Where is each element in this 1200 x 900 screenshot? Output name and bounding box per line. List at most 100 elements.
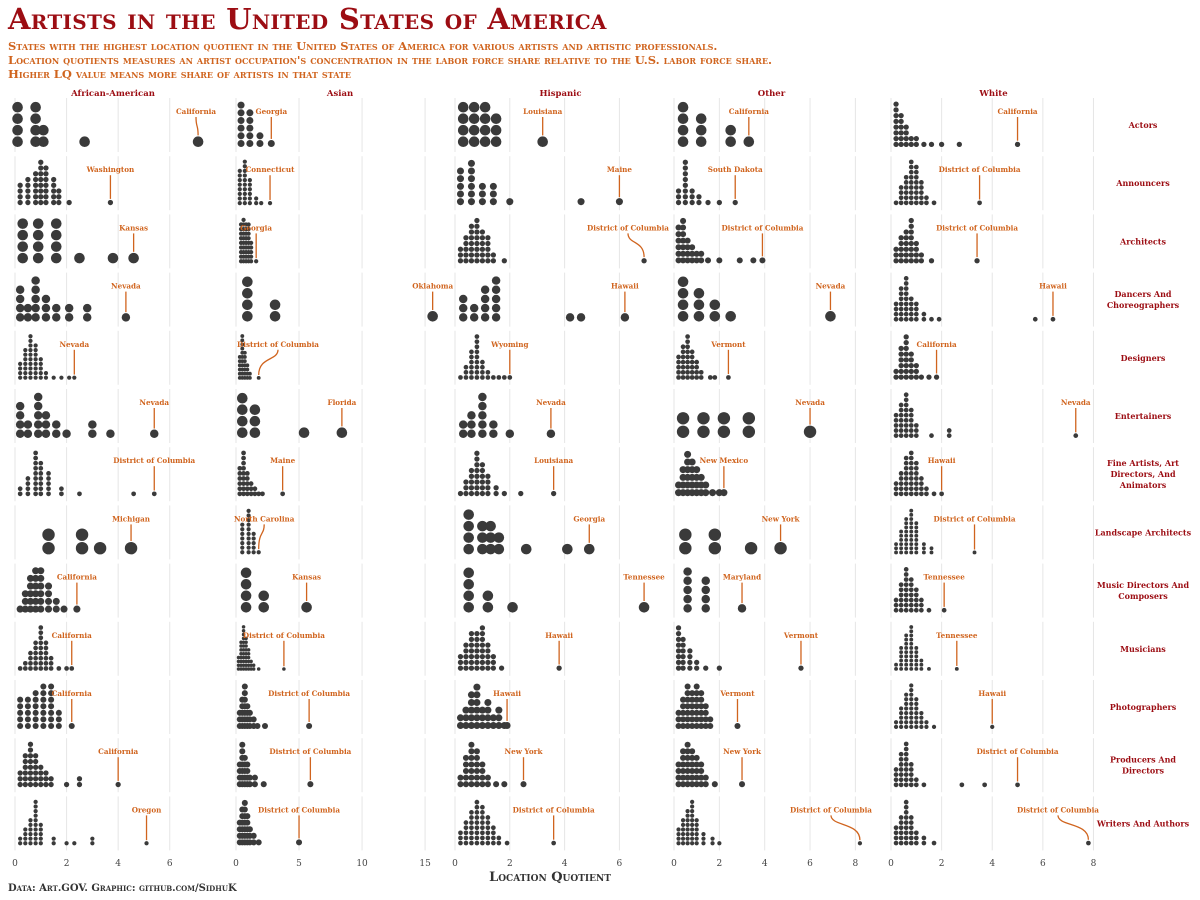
data-dot xyxy=(12,124,23,136)
data-dot xyxy=(468,654,475,660)
data-dot xyxy=(913,587,919,593)
top-state-label: Nevada xyxy=(59,340,89,349)
data-dot xyxy=(463,485,469,491)
data-dot xyxy=(898,830,904,836)
data-dot xyxy=(12,113,23,124)
data-dot xyxy=(899,715,904,720)
data-dot xyxy=(677,101,689,113)
data-dot xyxy=(908,782,914,788)
data-dot xyxy=(908,185,914,190)
data-dot xyxy=(40,709,47,716)
data-dot xyxy=(33,343,38,348)
data-dot xyxy=(244,491,250,497)
top-state-dot xyxy=(107,199,114,206)
data-dot xyxy=(893,112,899,119)
data-dot xyxy=(28,361,33,366)
data-dot xyxy=(249,240,254,245)
data-dot xyxy=(48,683,55,690)
data-dot xyxy=(682,165,688,171)
data-dot xyxy=(677,299,689,311)
data-dot xyxy=(474,840,480,846)
data-dot xyxy=(242,288,253,299)
data-dot xyxy=(909,683,914,688)
top-state-dot xyxy=(256,550,261,555)
data-dot xyxy=(66,199,72,206)
data-dot xyxy=(474,804,480,810)
data-dot xyxy=(491,835,496,841)
data-dot xyxy=(898,306,904,312)
data-dot xyxy=(256,491,262,497)
top-state-dot xyxy=(974,258,980,264)
data-dot xyxy=(56,194,62,200)
data-dot xyxy=(237,109,245,117)
data-dot xyxy=(495,714,503,722)
data-dot xyxy=(467,714,475,722)
data-dot xyxy=(931,200,937,206)
data-dot xyxy=(903,587,909,593)
data-dot xyxy=(675,642,682,648)
data-dot xyxy=(903,185,909,190)
data-dot xyxy=(680,648,686,654)
data-dot xyxy=(479,642,486,648)
top-state-label: Georgia xyxy=(255,107,287,116)
data-dot xyxy=(239,644,243,648)
data-dot xyxy=(693,761,700,768)
data-dot xyxy=(33,370,38,376)
data-dot xyxy=(237,132,245,140)
data-dot xyxy=(33,818,38,823)
data-dot xyxy=(919,658,924,663)
data-dot xyxy=(246,655,251,660)
data-dot xyxy=(898,286,904,291)
data-dot xyxy=(468,229,475,235)
data-dot xyxy=(908,246,914,252)
data-dot xyxy=(893,428,899,433)
data-dot xyxy=(468,467,475,474)
data-dot xyxy=(27,781,34,788)
data-dot xyxy=(898,246,904,252)
data-dot xyxy=(474,467,480,474)
data-dot xyxy=(485,479,491,485)
data-dot xyxy=(469,810,474,815)
data-dot xyxy=(675,194,682,200)
data-dot xyxy=(498,665,505,671)
data-dot xyxy=(241,799,248,806)
top-state-connector xyxy=(830,815,861,841)
data-dot xyxy=(675,648,682,654)
data-dot xyxy=(244,761,251,768)
data-dot xyxy=(695,124,707,136)
data-dot xyxy=(18,361,23,366)
data-dot xyxy=(903,820,909,825)
data-dot xyxy=(468,648,475,654)
data-dot xyxy=(701,576,710,585)
data-dot xyxy=(695,136,707,148)
data-dot xyxy=(904,525,909,530)
data-dot xyxy=(248,491,254,497)
data-dot xyxy=(959,782,965,788)
data-dot xyxy=(249,249,254,255)
data-dot xyxy=(682,194,688,200)
data-dot xyxy=(504,840,510,846)
data-dot xyxy=(938,141,945,147)
data-dot xyxy=(33,827,38,832)
data-dot xyxy=(38,841,43,846)
data-dot xyxy=(899,546,904,551)
data-dot xyxy=(18,366,23,371)
data-dot xyxy=(468,631,475,637)
data-dot xyxy=(467,175,475,183)
data-dot xyxy=(246,132,254,140)
data-dot xyxy=(701,841,706,846)
top-state-label: Nevada xyxy=(536,398,566,407)
data-dot xyxy=(23,366,28,371)
data-dot xyxy=(689,696,696,703)
top-state-connector xyxy=(195,116,199,136)
data-dot xyxy=(33,401,43,411)
data-dot xyxy=(474,815,480,820)
data-dot xyxy=(908,825,914,831)
data-dot xyxy=(908,835,914,841)
data-dot xyxy=(485,490,491,497)
data-dot xyxy=(246,826,253,833)
data-dot xyxy=(903,190,909,195)
data-dot xyxy=(680,818,686,823)
top-state-label: Hawaii xyxy=(1039,282,1067,291)
top-state-dot xyxy=(1014,141,1021,147)
